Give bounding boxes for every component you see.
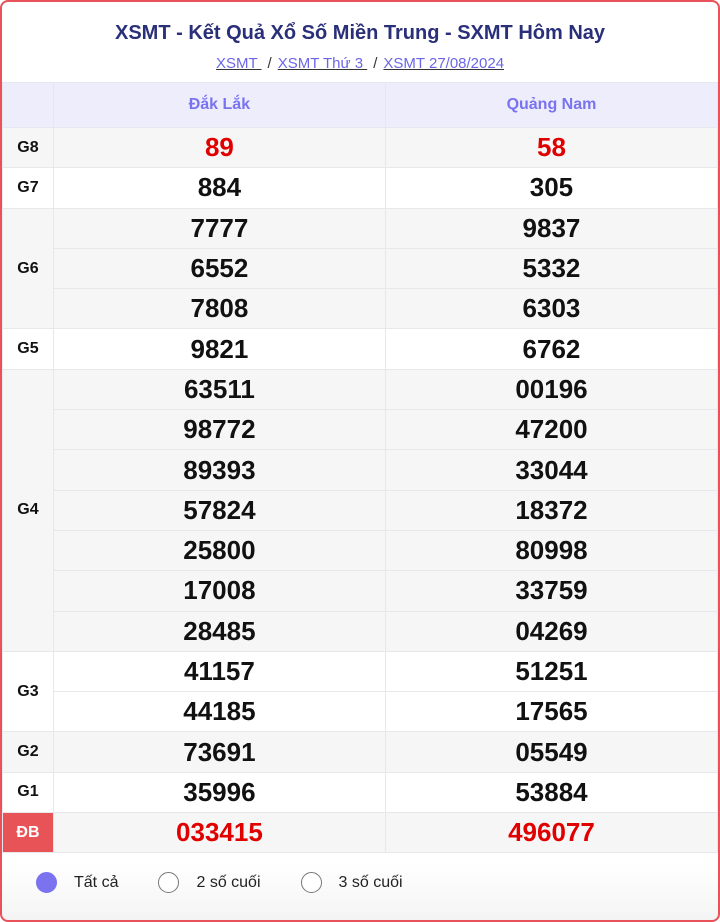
prize-number: 73691 [52, 731, 386, 773]
table-row: 25800 80998 [3, 529, 718, 572]
table-row: G5 9821 6762 [2, 328, 718, 370]
filter-option[interactable]: 2 số cuối [158, 872, 261, 893]
table-row: 7808 6303 [3, 288, 718, 330]
table-row: 98772 47200 [3, 409, 718, 451]
prize-number: 6762 [384, 328, 718, 370]
prize-number: 58 [384, 126, 718, 169]
table-row: 28485 04269 [3, 610, 718, 652]
prize-number: 6552 [52, 247, 386, 290]
prize-number: 04269 [384, 610, 718, 652]
filter-label: 2 số cuối [196, 873, 261, 891]
breadcrumb-separator: / [267, 55, 272, 72]
table-row: 17008 33759 [3, 570, 718, 612]
prize-number: 9837 [384, 207, 718, 249]
prize-number: 51251 [384, 650, 718, 693]
prize-number: 05549 [384, 731, 718, 773]
prize-number: 7808 [52, 288, 386, 330]
prize-number: 41157 [52, 650, 386, 693]
table-row: G7 884 305 [2, 167, 718, 209]
prize-number: 33044 [384, 449, 718, 491]
prize-number: 884 [52, 167, 386, 209]
prize-number: 7777 [52, 207, 386, 249]
prize-number: 63511 [52, 368, 386, 411]
prize-number: 17565 [384, 691, 718, 733]
radio-button[interactable] [300, 872, 322, 893]
breadcrumb-separator: / [373, 55, 378, 72]
filter-label: 3 số cuối [338, 873, 403, 891]
table-row: G1 35996 53884 [2, 771, 718, 814]
breadcrumb-date[interactable]: XSMT 27/08/2024 [383, 55, 505, 72]
header-province-2: Quảng Nam [384, 82, 718, 128]
results-table: Đắk Lắk Quảng Nam G8 89 58 G7 884 305 G6 7777 98… [2, 82, 718, 854]
table-row: 89393 33044 [3, 449, 718, 491]
prize-label: G5 [2, 328, 54, 370]
prize-number: 00196 [384, 368, 718, 411]
prize-label: G8 [2, 126, 54, 169]
prize-label: G3 [2, 650, 54, 733]
table-row: G4 63511 00196 [2, 368, 718, 652]
prize-number: 57824 [52, 489, 386, 531]
breadcrumb-xsmt-thu3[interactable]: XSMT Thứ 3 [277, 55, 368, 72]
radio-button[interactable] [158, 872, 180, 893]
prize-number: 17008 [52, 570, 386, 612]
radio-button[interactable] [36, 872, 57, 893]
prize-label: G4 [2, 368, 54, 652]
prize-number: 53884 [384, 771, 718, 814]
filter-option[interactable]: Tất cả [36, 872, 118, 893]
prize-label: G7 [2, 167, 54, 209]
prize-number: 33759 [384, 570, 718, 612]
table-row: G8 89 58 [2, 126, 718, 169]
digit-filter: Tất cả 2 số cuối 3 số cuối [36, 872, 443, 893]
prize-number: 35996 [52, 771, 386, 814]
prize-number: 28485 [52, 610, 386, 652]
table-row: G6 7777 9837 [2, 207, 718, 330]
breadcrumb: XSMT / XSMT Thứ 3 / XSMT 27/08/2024 [2, 55, 718, 72]
prize-number: 25800 [52, 529, 386, 572]
table-row: 44185 17565 [3, 691, 718, 733]
prize-number: 496077 [384, 812, 718, 854]
prize-label: ĐB [2, 812, 54, 854]
prize-number: 98772 [52, 409, 386, 451]
prize-number: 44185 [52, 691, 386, 733]
prize-number: 305 [384, 167, 718, 209]
table-row: G2 73691 05549 [2, 731, 718, 773]
table-row: ĐB 033415 496077 [2, 812, 718, 854]
page-title: XSMT - Kết Quả Xổ Số Miền Trung - SXMT H… [114, 22, 606, 44]
prize-number: 033415 [52, 812, 386, 854]
breadcrumb-xsmt[interactable]: XSMT [215, 55, 262, 72]
prize-label: G2 [2, 731, 54, 773]
prize-number: 6303 [384, 288, 718, 330]
filter-option[interactable]: 3 số cuối [300, 872, 403, 893]
prize-number: 80998 [384, 529, 718, 572]
header-blank [2, 82, 54, 128]
prize-number: 89393 [52, 449, 386, 491]
prize-label: G1 [2, 771, 54, 814]
table-row: 6552 5332 [3, 247, 718, 290]
prize-number: 9821 [52, 328, 386, 370]
table-row: 57824 18372 [3, 489, 718, 531]
header-province-1: Đắk Lắk [52, 82, 386, 128]
prize-label: G6 [2, 207, 54, 330]
filter-label: Tất cả [74, 873, 119, 891]
prize-number: 47200 [384, 409, 718, 451]
prize-number: 18372 [384, 489, 718, 531]
prize-number: 89 [52, 126, 386, 169]
table-row: G3 41157 51251 [2, 650, 718, 733]
prize-number: 5332 [384, 247, 718, 290]
